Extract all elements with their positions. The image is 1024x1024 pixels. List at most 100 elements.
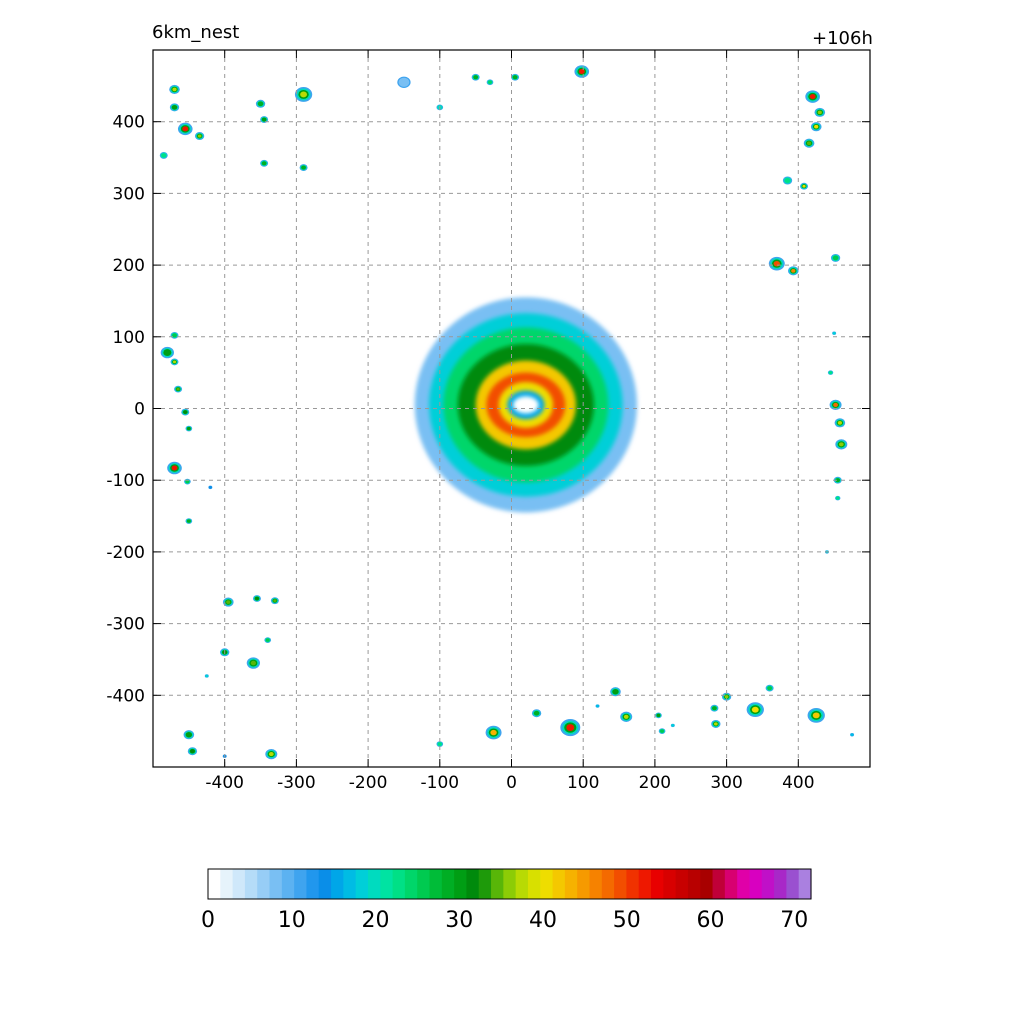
- storm-ring-8: [512, 396, 539, 414]
- colorbar-swatch: [294, 869, 308, 899]
- colorbar-swatch: [577, 869, 591, 899]
- convective-cell: [800, 182, 809, 190]
- cell-shade: [802, 184, 806, 188]
- convective-cell: [768, 256, 785, 271]
- cell-shade: [187, 519, 191, 523]
- convective-cell: [294, 87, 313, 102]
- colorbar-swatch: [638, 869, 652, 899]
- convective-cell: [805, 90, 820, 103]
- cell-shade: [566, 724, 575, 731]
- colorbar-swatch: [675, 869, 689, 899]
- colorbar-tick-label: 70: [780, 908, 808, 933]
- x-tick-label: -200: [349, 773, 388, 793]
- y-tick-label: 0: [134, 400, 145, 420]
- colorbar-swatch: [601, 869, 615, 899]
- cell-shade: [829, 371, 832, 374]
- colorbar-swatch: [417, 869, 431, 899]
- cell-shade: [183, 410, 187, 414]
- cell-shade: [197, 134, 202, 138]
- convective-cell: [185, 425, 193, 432]
- colorbar-tick-label: 60: [697, 908, 725, 933]
- convective-cell: [850, 733, 855, 737]
- cell-shade: [724, 695, 729, 699]
- colorbar-swatch: [257, 869, 271, 899]
- colorbar-tick-label: 10: [278, 908, 306, 933]
- convective-cell: [711, 719, 721, 728]
- cell-shade: [176, 387, 180, 391]
- convective-cell: [782, 176, 793, 185]
- cell-shade: [578, 69, 585, 74]
- convective-cell: [810, 122, 822, 132]
- colorbar-swatch: [429, 869, 443, 899]
- colorbar-swatch: [712, 869, 726, 899]
- colorbar-swatch: [786, 869, 800, 899]
- convective-cell: [511, 73, 520, 81]
- colorbar-swatch: [454, 869, 468, 899]
- convective-cell: [255, 99, 266, 108]
- colorbar-swatch: [441, 869, 455, 899]
- convective-cell: [832, 331, 837, 335]
- panel-title-right: +106h: [812, 28, 873, 49]
- colorbar-swatch: [614, 869, 628, 899]
- cell-shade: [833, 402, 838, 407]
- y-tick-label: 400: [113, 113, 145, 133]
- convective-cell: [814, 107, 826, 117]
- convective-cell: [204, 674, 209, 678]
- cell-shade: [262, 161, 266, 165]
- x-tick-label: 400: [782, 773, 814, 793]
- convective-cell: [167, 461, 182, 475]
- convective-cell: [246, 657, 261, 669]
- convective-cell: [397, 76, 411, 88]
- cell-shade: [273, 599, 277, 603]
- convective-cell: [265, 748, 278, 760]
- x-tick-label: 200: [639, 773, 671, 793]
- cell-shade: [401, 80, 407, 85]
- cell-shade: [817, 110, 822, 115]
- colorbar-swatch: [564, 869, 578, 899]
- cell-shade: [809, 94, 816, 100]
- cell-shade: [226, 600, 231, 604]
- cell-shade: [171, 465, 178, 471]
- convective-cell: [835, 439, 848, 450]
- colorbar-tick-label: 0: [201, 908, 215, 933]
- cell-shade: [187, 427, 191, 430]
- convective-cell: [208, 485, 213, 490]
- convective-cell: [222, 597, 234, 607]
- cell-shade: [258, 102, 263, 106]
- colorbar-swatch: [355, 869, 369, 899]
- colorbar-swatch: [552, 869, 566, 899]
- cell-shade: [833, 256, 838, 260]
- cell-shade: [833, 332, 836, 335]
- cell-shade: [712, 706, 716, 710]
- cell-shade: [438, 742, 442, 746]
- cell-shade: [814, 124, 819, 129]
- colorbar-swatch: [244, 869, 258, 899]
- colorbar-swatch: [663, 869, 677, 899]
- cell-shade: [209, 486, 212, 489]
- y-tick-label: 300: [113, 184, 145, 204]
- x-tick-label: -100: [421, 773, 460, 793]
- colorbar-swatch: [392, 869, 406, 899]
- convective-cell: [765, 684, 774, 692]
- cell-shade: [182, 126, 189, 132]
- convective-cell: [160, 346, 174, 359]
- cell-shade: [172, 360, 177, 364]
- cell-shade: [164, 350, 170, 355]
- cell-shade: [660, 730, 664, 733]
- convective-cell: [184, 478, 191, 485]
- convective-cell: [252, 595, 261, 602]
- cell-shade: [190, 749, 195, 753]
- cell-shade: [657, 714, 660, 717]
- cell-shade: [513, 75, 517, 79]
- cell-shade: [186, 732, 191, 737]
- cell-shade: [266, 638, 270, 642]
- colorbar-swatch: [503, 869, 517, 899]
- colorbar-swatch: [281, 869, 295, 899]
- convective-cell: [710, 704, 719, 712]
- cell-shade: [751, 706, 759, 713]
- x-tick-label: 300: [710, 773, 742, 793]
- colorbar-swatch: [331, 869, 344, 899]
- colorbar-swatch: [540, 869, 554, 899]
- y-tick-label: -100: [106, 471, 145, 491]
